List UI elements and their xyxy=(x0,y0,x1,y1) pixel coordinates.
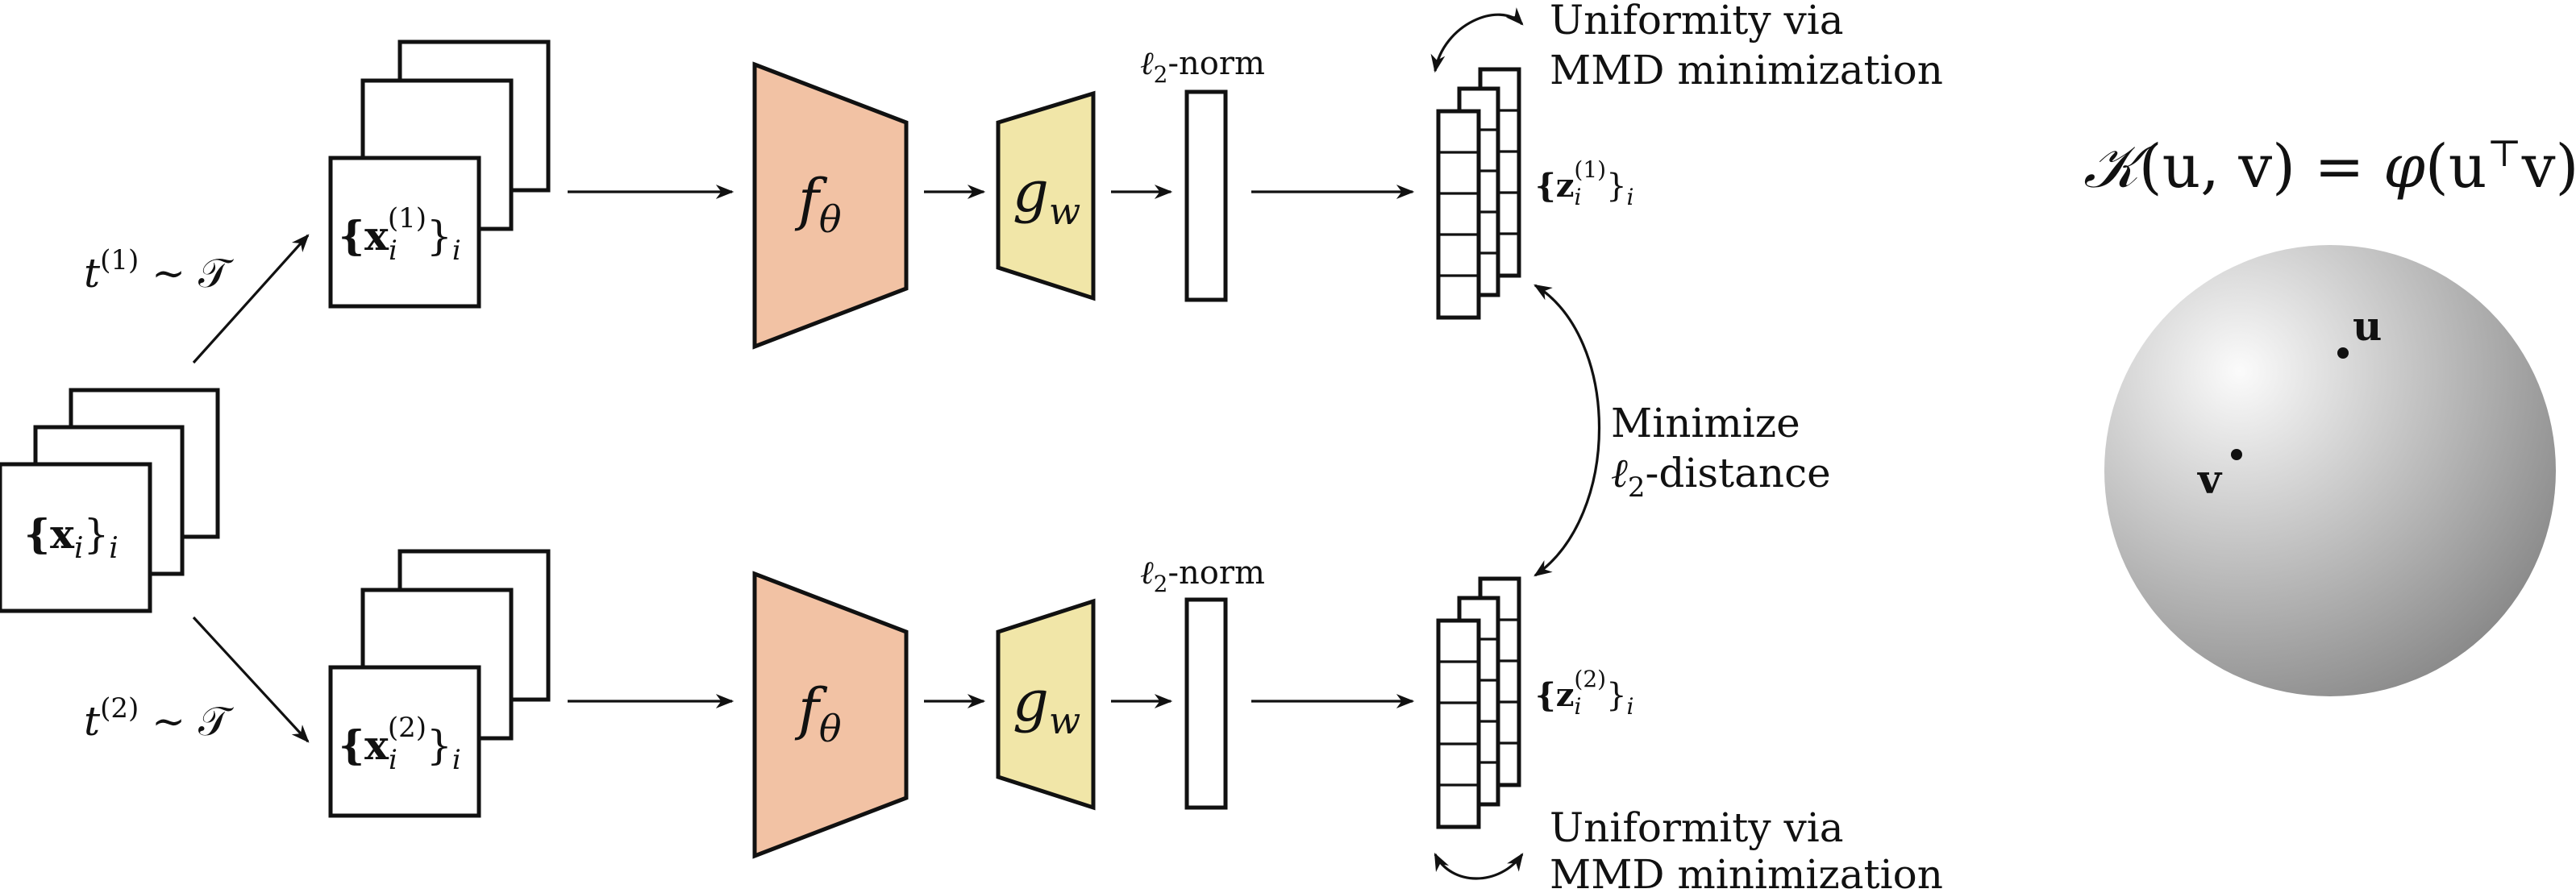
encoder-f-top-label: fθ xyxy=(794,167,842,241)
minimize-line2: ℓ2-distance xyxy=(1611,450,1831,504)
uniformity-top-line2: MMD minimization xyxy=(1550,47,1943,93)
projector-g-bottom xyxy=(996,598,1096,811)
uniformity-arrow-top xyxy=(1430,7,1524,73)
norm-box-top xyxy=(1184,89,1228,302)
minimize-arrow xyxy=(1534,284,1601,577)
encoder-f-top xyxy=(752,61,909,350)
uniformity-bottom-line2: MMD minimization xyxy=(1550,851,1943,893)
aug-arrow-top xyxy=(192,234,310,364)
projector-g-bottom-label: gw xyxy=(1013,668,1080,742)
augmented-stack-1: {xi(1)}i xyxy=(328,39,551,309)
encoder-f-bottom xyxy=(752,571,909,859)
input-stack: {xi}i xyxy=(0,388,220,613)
norm-label-bottom: ℓ2-norm xyxy=(1140,554,1265,597)
point-v-label: v xyxy=(2197,455,2223,503)
uniformity-arrow-bottom xyxy=(1434,852,1524,880)
z1-label: {zi(1)}i xyxy=(1535,156,1634,210)
uniformity-bottom-line1: Uniformity via xyxy=(1550,804,1844,851)
point-u xyxy=(2337,347,2349,359)
encoder-f-bottom-label: fθ xyxy=(794,676,842,750)
aug1-label: {xi(1)}i xyxy=(339,202,461,267)
norm-label-top: ℓ2-norm xyxy=(1140,45,1265,88)
input-label: {xi}i xyxy=(24,510,119,565)
point-v xyxy=(2231,449,2242,460)
t1-label: t(1) ∼ 𝒯 xyxy=(84,244,235,297)
unit-sphere xyxy=(2104,245,2556,696)
minimize-line1: Minimize xyxy=(1611,400,1800,446)
projector-g-top xyxy=(996,90,1096,301)
embedding-stack-top xyxy=(1436,67,1521,320)
t2-label: t(2) ∼ 𝒯 xyxy=(84,692,235,745)
embedding-stack-bottom xyxy=(1436,576,1521,829)
norm-box-bottom xyxy=(1184,597,1228,810)
z2-label: {zi(2)}i xyxy=(1535,666,1634,720)
projector-g-top-label: gw xyxy=(1013,159,1080,233)
aug2-label: {xi(2)}i xyxy=(339,712,461,776)
aug-arrow-bottom xyxy=(192,616,310,743)
point-u-label: u xyxy=(2353,302,2382,350)
uniformity-top-line1: Uniformity via xyxy=(1550,0,1844,44)
kernel-formula: 𝒦(u, v) = φ(u⊤v) xyxy=(2083,131,2576,201)
augmented-stack-2: {xi(2)}i xyxy=(328,549,551,818)
